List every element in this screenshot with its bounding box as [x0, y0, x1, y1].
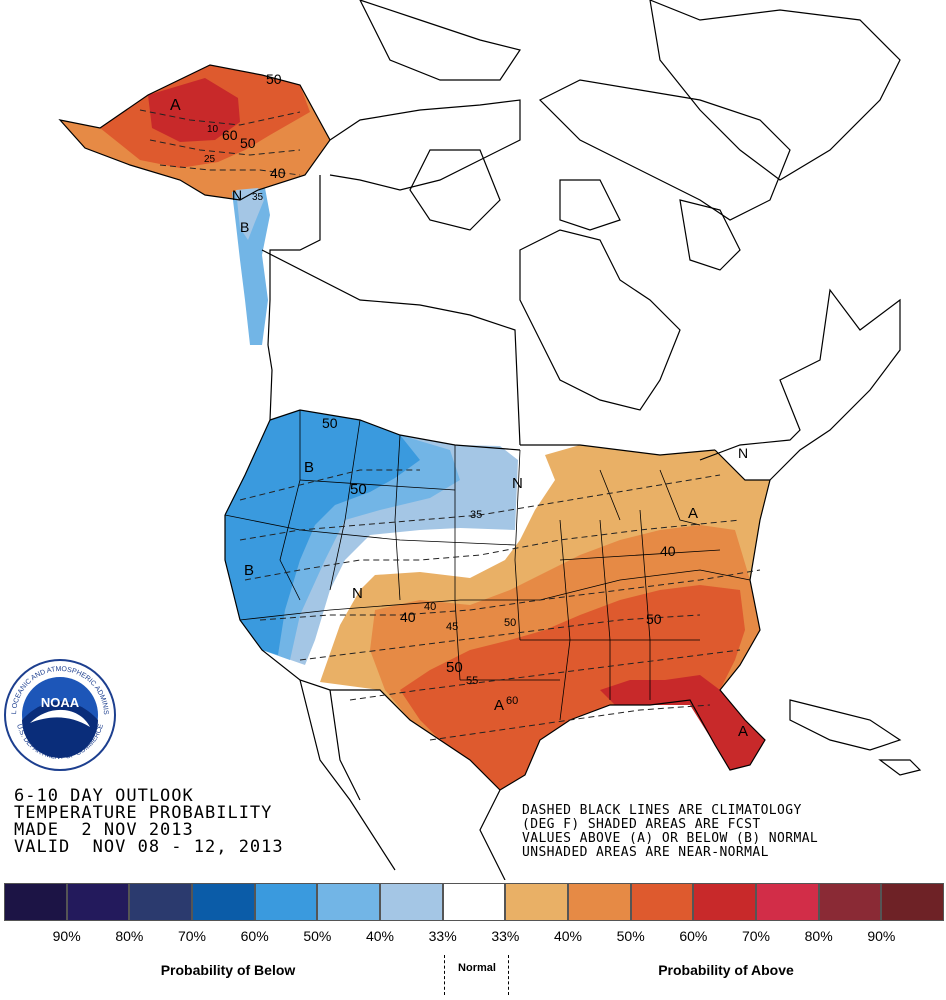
legend-tick-label: 33%	[428, 928, 457, 944]
legend-swatch	[505, 883, 569, 921]
alaska-below-light	[236, 188, 264, 240]
legend-swatch	[380, 883, 443, 921]
map-label: 50	[446, 659, 463, 676]
explanation-line: DASHED BLACK LINES ARE CLIMATOLOGY	[522, 803, 802, 818]
legend-tick-label: 90%	[867, 928, 896, 944]
noaa-logo: NATIONAL OCEANIC AND ATMOSPHERIC ADMINIS…	[4, 659, 116, 771]
legend-tick-label: 40%	[553, 928, 583, 944]
west-below-50	[225, 410, 420, 655]
legend-tick-label: 50%	[616, 928, 645, 944]
legend-explanation: DASHED BLACK LINES ARE CLIMATOLOGY (DEG F…	[522, 804, 818, 860]
caption-line: MADE 2 NOV 2013	[14, 820, 194, 840]
legend-tick-label: 50%	[303, 928, 332, 944]
map-label: 40	[660, 543, 676, 559]
map-label: B	[304, 459, 314, 476]
legend-swatch	[630, 883, 694, 921]
map-label: B	[240, 219, 249, 235]
logo-text: NOAA	[41, 695, 80, 710]
map-label: 60	[222, 127, 238, 143]
map-label: 55	[466, 675, 478, 687]
legend-swatch	[756, 883, 819, 921]
explanation-line: (DEG F) SHADED AREAS ARE FCST	[522, 817, 761, 832]
legend-swatch	[568, 883, 631, 921]
map-label: 10	[207, 124, 219, 135]
map-label: 50	[504, 617, 516, 629]
legend-tick-label: 40%	[365, 928, 395, 944]
caption-line: 6-10 DAY OUTLOOK	[14, 786, 194, 806]
legend-swatch	[192, 883, 255, 921]
climatology-lines	[139, 109, 761, 741]
above-label: Probability of Above	[658, 962, 794, 978]
map-label: A	[170, 97, 181, 114]
legend-tick-label: 60%	[240, 928, 269, 944]
legend-swatch	[818, 883, 882, 921]
map-label: A	[738, 723, 748, 740]
legend-swatch	[442, 883, 506, 921]
outlook-caption: 6-10 DAY OUTLOOK TEMPERATURE PROBABILITY M…	[14, 788, 284, 856]
explanation-line: UNSHADED AREAS ARE NEAR-NORMAL	[522, 845, 769, 860]
legend-ticks: 90% 80% 70% 60% 50% 40% 33% 33% 40% 50% 60% 70% 80% 9…	[0, 928, 946, 948]
legend-swatch	[4, 883, 67, 921]
map-label: 40	[270, 165, 286, 181]
map-label: A	[494, 697, 504, 714]
above-60	[600, 675, 765, 770]
below-label: Probability of Below	[160, 962, 296, 978]
map-label: 60	[506, 695, 518, 707]
map-label: N	[512, 475, 523, 492]
legend-tick-label: 90%	[52, 928, 81, 944]
map-label: 45	[446, 621, 458, 633]
legend-swatch	[693, 883, 757, 921]
color-legend	[4, 883, 945, 921]
normal-divider-right	[508, 955, 509, 995]
legend-swatch	[66, 883, 130, 921]
legend-swatch	[254, 883, 318, 921]
map-label: 50	[240, 135, 256, 151]
map-label: 40	[400, 609, 416, 625]
normal-label: Normal	[458, 962, 496, 974]
alaska-above-60	[148, 78, 240, 142]
map-label: N	[352, 585, 363, 602]
map-label: 35	[252, 192, 264, 203]
above-50	[400, 585, 765, 790]
explanation-line: VALUES ABOVE (A) OR BELOW (B) NORMAL	[522, 831, 819, 846]
map-label: 25	[204, 154, 216, 165]
legend-tick-label: 80%	[804, 928, 833, 944]
legend-tick-label: 60%	[679, 928, 708, 944]
legend-swatch	[129, 883, 193, 921]
map-label: 50	[266, 71, 282, 87]
legend-tick-label: 33%	[491, 928, 520, 944]
map-label: 50	[322, 415, 338, 431]
map-label: 50	[350, 481, 367, 498]
boundaries	[58, 0, 922, 880]
normal-divider-left	[444, 955, 445, 995]
caption-line: TEMPERATURE PROBABILITY	[14, 803, 273, 823]
map-label: N	[232, 187, 242, 203]
map-label-group: A 50 60 50 40 N B 35 10 25 50 B 50 B N 3…	[170, 71, 748, 740]
caption-line: VALID NOV 08 - 12, 2013	[14, 837, 284, 857]
outlook-map: A 50 60 50 40 N B 35 10 25 50 B 50 B N 3…	[4, 0, 922, 880]
legend-tick-label: 70%	[741, 928, 771, 944]
legend-swatch	[881, 883, 945, 921]
map-label: 40	[424, 601, 436, 613]
state-lines	[224, 410, 751, 721]
legend-swatch	[317, 883, 381, 921]
map-label: 35	[470, 509, 482, 521]
map-label: N	[738, 445, 748, 461]
map-label: B	[244, 562, 254, 579]
map-label: A	[688, 505, 698, 522]
map-label: 50	[646, 611, 662, 627]
legend-tick-label: 80%	[115, 928, 144, 944]
legend-tick-label: 70%	[177, 928, 207, 944]
